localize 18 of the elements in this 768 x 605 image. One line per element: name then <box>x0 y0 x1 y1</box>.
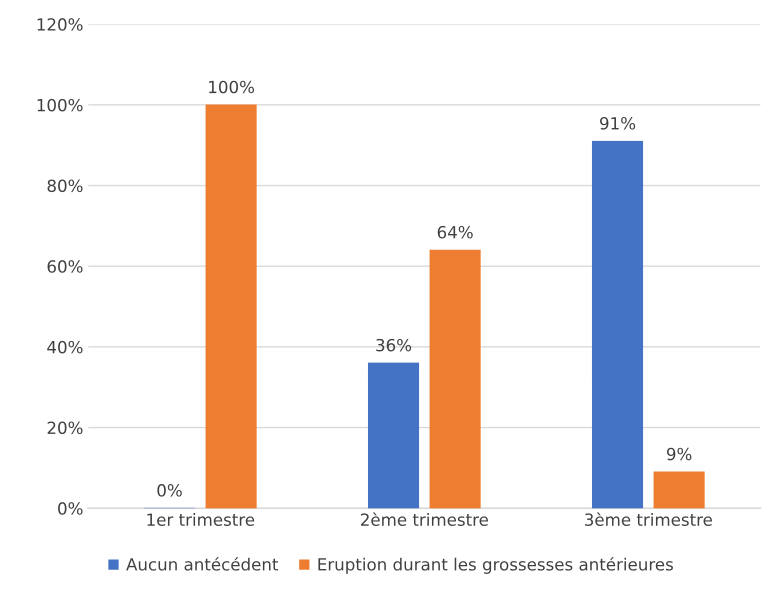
y-tick-label: 40% <box>47 340 83 354</box>
y-tick-label: 0% <box>58 502 83 515</box>
x-tick-label: 3ème trimestre <box>585 512 712 526</box>
y-tick-label: 100% <box>38 98 83 112</box>
legend-label: Aucun antécédent <box>126 557 278 571</box>
data-label: 91% <box>600 116 636 130</box>
data-label: 9% <box>666 448 692 460</box>
x-tick-label: 1er trimestre <box>147 513 254 526</box>
data-label: 100% <box>209 80 254 94</box>
y-tick-label: 120% <box>38 18 83 31</box>
y-tick-label: 20% <box>48 421 83 434</box>
x-tick-label: 2ème trimestre <box>360 512 488 526</box>
y-tick-label: 60% <box>48 260 83 273</box>
y-tick-label: 80% <box>48 179 83 192</box>
legend-label: Eruption durant les grossesses antérieures <box>318 557 673 574</box>
data-label: 0% <box>157 484 182 497</box>
data-label: 64% <box>438 226 473 239</box>
data-label: 36% <box>376 338 412 352</box>
